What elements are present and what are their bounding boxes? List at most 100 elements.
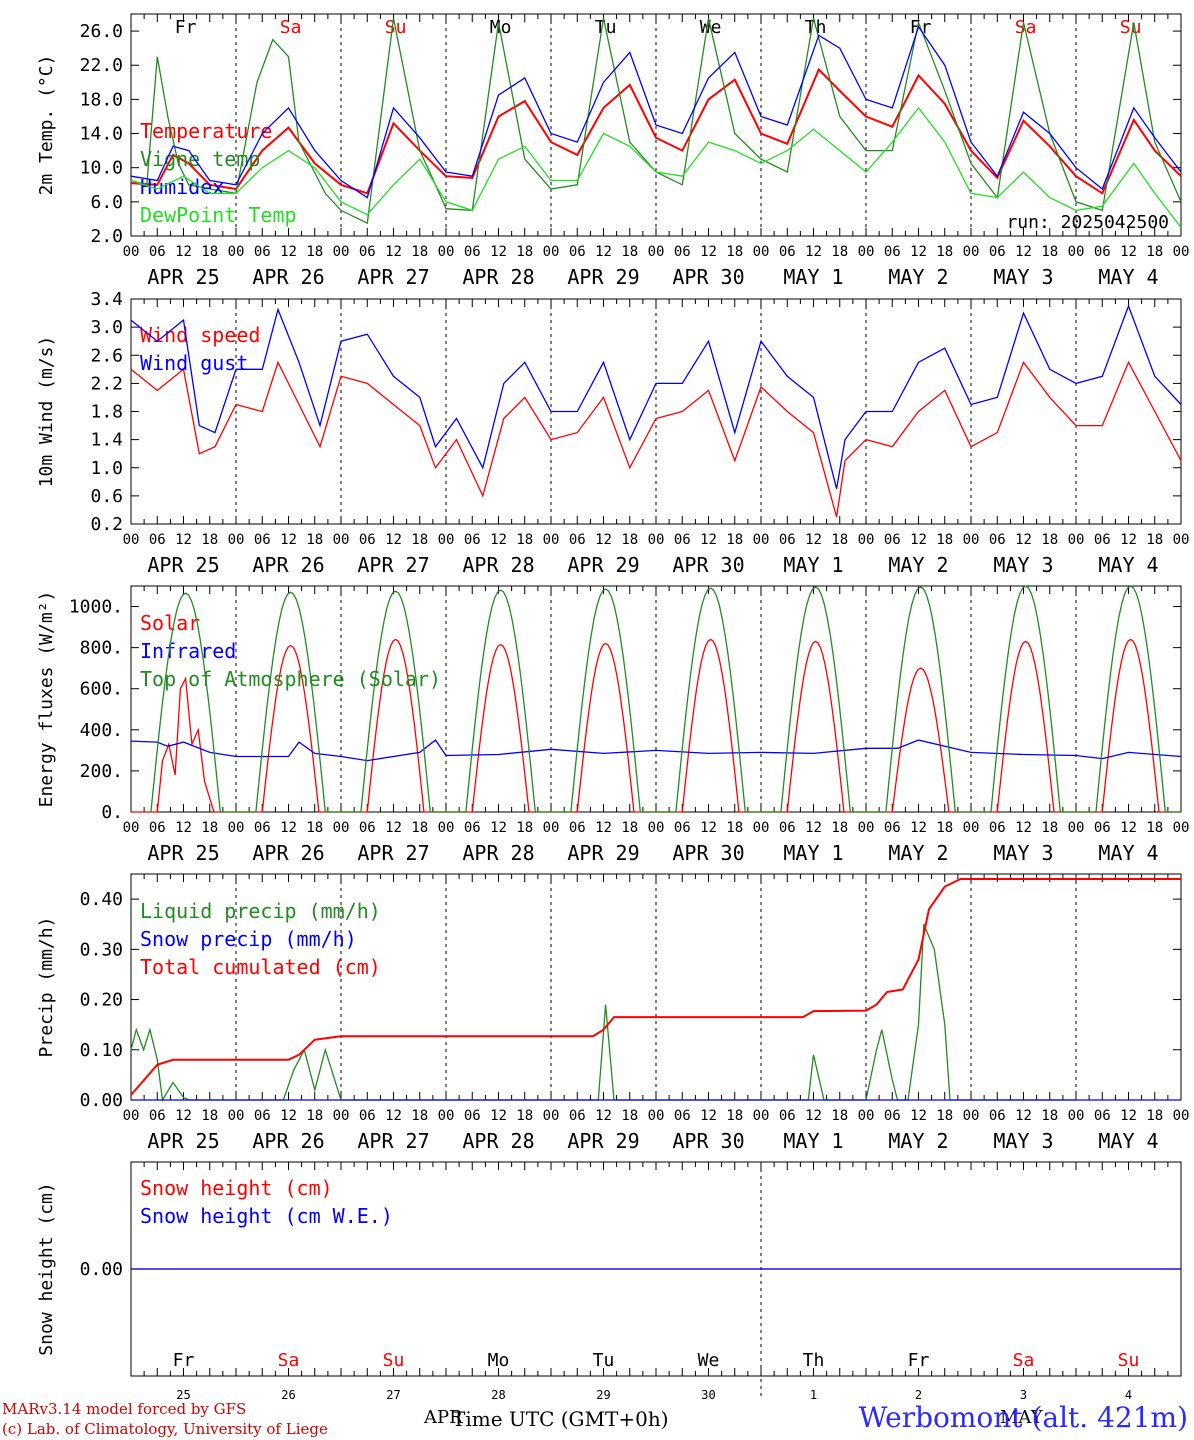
hour-tick-label: 18 (726, 1108, 743, 1124)
weekday-label: Sa (278, 1350, 300, 1371)
y-tick-label: 0.30 (80, 939, 123, 960)
hour-tick-label: 00 (228, 1108, 245, 1124)
hour-tick-label: 06 (569, 244, 586, 260)
hour-tick-label: 18 (1041, 1108, 1058, 1124)
hour-tick-label: 12 (490, 244, 507, 260)
hour-tick-label: 00 (858, 820, 875, 836)
hour-tick-label: 18 (1146, 244, 1163, 260)
hour-tick-label: 00 (543, 1108, 560, 1124)
hour-tick-label: 06 (674, 1108, 691, 1124)
hour-tick-label: 00 (858, 532, 875, 548)
y-tick-label: 0.00 (80, 1259, 123, 1280)
hour-tick-label: 00 (228, 532, 245, 548)
legend-entry: Liquid precip (mm/h) (140, 899, 381, 923)
hour-tick-label: 00 (963, 1108, 980, 1124)
y-tick-label: 0.00 (80, 1090, 123, 1111)
hour-tick-label: 06 (779, 244, 796, 260)
date-label: APR 29 (567, 1129, 639, 1153)
date-label: MAY 1 (783, 553, 843, 577)
hour-tick-label: 00 (123, 532, 140, 548)
hour-tick-label: 18 (1146, 820, 1163, 836)
hour-tick-label: 18 (516, 244, 533, 260)
weekday-label: Su (1120, 17, 1142, 38)
month-label-may: MAY (1000, 1407, 1043, 1428)
legend-entry: Humidex (140, 175, 224, 199)
hour-tick-label: 00 (753, 244, 770, 260)
hour-tick-label: 12 (1120, 532, 1137, 548)
hour-tick-label: 18 (831, 244, 848, 260)
hour-tick-label: 18 (621, 820, 638, 836)
y-tick-label: 26.0 (80, 21, 123, 42)
day-number: 28 (491, 1388, 505, 1400)
y-tick-label: 2.6 (90, 345, 123, 366)
hour-tick-label: 06 (989, 532, 1006, 548)
hour-tick-label: 06 (464, 244, 481, 260)
y-tick-label: 0.2 (90, 514, 123, 535)
hour-tick-label: 00 (858, 244, 875, 260)
hour-tick-label: 12 (1015, 532, 1032, 548)
series-line (130, 25, 1182, 199)
hour-tick-label: 06 (149, 244, 166, 260)
hour-tick-label: 06 (674, 820, 691, 836)
date-label: MAY 4 (1098, 265, 1158, 289)
series-line (130, 923, 1076, 1102)
hour-tick-label: 00 (543, 532, 560, 548)
hour-tick-label: 12 (595, 1108, 612, 1124)
y-tick-label: 200. (80, 761, 123, 782)
date-label: APR 27 (357, 265, 429, 289)
hour-tick-label: 12 (910, 532, 927, 548)
hour-tick-label: 18 (1041, 244, 1058, 260)
legend-entry: Wind gust (140, 351, 248, 375)
y-tick-label: 800. (80, 638, 123, 659)
hour-tick-label: 06 (989, 820, 1006, 836)
hour-tick-label: 06 (254, 820, 271, 836)
hour-tick-label: 18 (516, 1108, 533, 1124)
y-axis-label: Precip (mm/h) (36, 917, 57, 1058)
hour-tick-label: 00 (1068, 1108, 1085, 1124)
hour-tick-label: 06 (149, 820, 166, 836)
hour-tick-label: 12 (805, 1108, 822, 1124)
hour-tick-label: 12 (700, 244, 717, 260)
date-label: APR 29 (567, 841, 639, 865)
hour-tick-label: 12 (910, 1108, 927, 1124)
date-label: MAY 3 (993, 265, 1053, 289)
day-number: 3 (1020, 1388, 1027, 1400)
hour-tick-label: 06 (989, 244, 1006, 260)
date-label: APR 30 (672, 1129, 744, 1153)
day-number: 25 (176, 1388, 190, 1400)
date-label: MAY 2 (888, 553, 948, 577)
hour-tick-label: 00 (228, 244, 245, 260)
date-label: APR 28 (462, 841, 534, 865)
series-line (130, 67, 1182, 195)
day-number: 2 (915, 1388, 922, 1400)
legend-entry: Solar (140, 611, 200, 635)
legend-entry: Total cumulated (cm) (140, 955, 381, 979)
day-number: 29 (596, 1388, 610, 1400)
hour-tick-label: 00 (1068, 820, 1085, 836)
hour-tick-label: 18 (621, 244, 638, 260)
legend-entry: Snow height (cm) (140, 1176, 333, 1200)
hour-tick-label: 00 (438, 820, 455, 836)
hour-tick-label: 12 (910, 820, 927, 836)
hour-tick-label: 00 (648, 820, 665, 836)
weekday-label: Fr (173, 1350, 195, 1371)
date-label: APR 30 (672, 841, 744, 865)
hour-tick-label: 18 (201, 244, 218, 260)
date-label: APR 26 (252, 1129, 324, 1153)
hour-tick-label: 18 (726, 532, 743, 548)
hour-tick-label: 12 (490, 820, 507, 836)
hour-tick-label: 06 (884, 820, 901, 836)
date-label: MAY 1 (783, 265, 843, 289)
hour-tick-label: 06 (464, 820, 481, 836)
y-tick-label: 14.0 (80, 124, 123, 145)
y-tick-label: 0.6 (90, 486, 123, 507)
hour-tick-label: 00 (753, 532, 770, 548)
hour-tick-label: 00 (228, 820, 245, 836)
weekday-label: Fr (908, 1350, 930, 1371)
hour-tick-label: 18 (516, 820, 533, 836)
hour-tick-label: 12 (280, 820, 297, 836)
series-line (131, 638, 1181, 813)
hour-tick-label: 00 (543, 820, 560, 836)
day-number: 1 (810, 1388, 817, 1400)
hour-tick-label: 00 (333, 820, 350, 836)
